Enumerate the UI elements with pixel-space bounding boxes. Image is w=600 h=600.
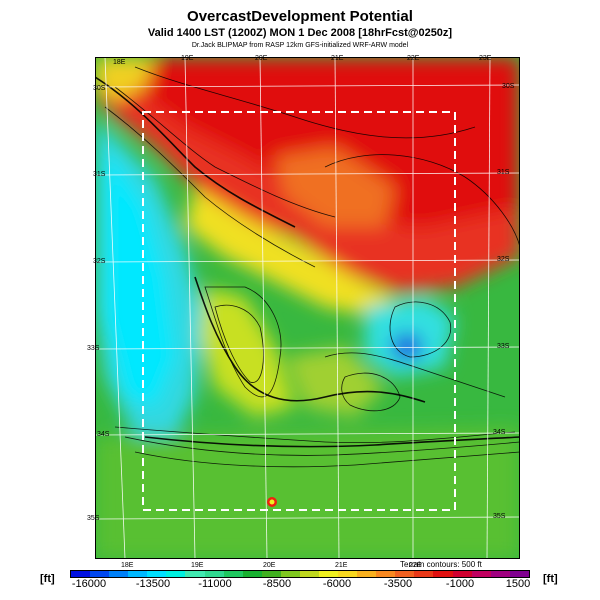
scale-color-box [242,571,262,577]
scale-color-box [109,571,129,577]
lon-label: 21E [335,562,348,569]
lat-label: 30S [93,85,106,92]
scale-color-box [185,571,205,577]
lon-label: 19E [191,562,204,569]
color-scale-bar [70,570,530,578]
scale-color-box [166,571,186,577]
terrain-contours-note: Terrain contours: 500 ft [400,560,482,569]
scale-color-box [509,571,529,577]
scale-color-box [71,571,91,577]
scale-color-box [147,571,167,577]
scale-color-box [128,571,148,577]
scale-color-box [452,571,472,577]
lon-label: 20E [263,562,276,569]
scale-tick-label: -6000 [322,578,352,590]
lat-label: 34S [493,429,506,436]
scale-color-box [490,571,510,577]
scale-tick-label: -1000 [445,578,475,590]
lon-label: 20E [255,55,268,62]
scale-color-box [395,571,415,577]
scale-color-box [319,571,339,577]
lon-label: 19E [181,55,194,62]
scale-color-box [471,571,491,577]
lon-label: 21E [331,55,344,62]
lat-label: 30S [502,83,515,90]
lon-label: 22E [409,562,422,569]
scale-tick-label: 1500 [505,578,531,590]
scale-color-box [357,571,377,577]
lon-label: 18E [121,562,134,569]
scale-color-box [338,571,358,577]
lon-label: 18E [113,59,126,66]
lat-label: 32S [497,256,510,263]
forecast-map-image [95,57,520,559]
scale-color-box [299,571,320,577]
map-credit: Dr.Jack BLIPMAP from RASP 12km GFS-initi… [191,42,409,49]
lat-label: 33S [497,343,510,350]
map-title: OvercastDevelopment Potential [187,8,413,25]
scale-color-box [90,571,110,577]
lat-label: 34S [97,431,110,438]
scale-color-box [223,571,243,577]
lat-label: 31S [497,169,510,176]
scale-tick-label: -13500 [135,578,171,590]
scale-color-box [414,571,434,577]
unit-label-right: [ft] [543,573,558,585]
scale-color-box [261,571,281,577]
lat-label: 35S [87,515,100,522]
lon-label: 22E [407,55,420,62]
scale-color-box [376,571,396,577]
scale-tick-label: -8500 [262,578,292,590]
forecast-map: 18E 19E 20E 21E 22E 23E 18E 19E 20E 21E … [87,55,520,569]
scale-tick-label: -11000 [198,578,232,590]
scale-color-box [280,571,300,577]
lat-label: 33S [87,345,100,352]
lat-label: 35S [493,513,506,520]
lat-label: 31S [93,171,106,178]
scale-color-box [433,571,453,577]
scale-color-box [204,571,224,577]
lat-label: 32S [93,258,106,265]
scale-tick-label: -3500 [383,578,413,590]
unit-label-left: [ft] [40,573,55,585]
lon-label: 23E [479,55,492,62]
scale-tick-label: -16000 [71,578,107,590]
map-subtitle: Valid 1400 LST (1200Z) MON 1 Dec 2008 [1… [147,27,453,39]
